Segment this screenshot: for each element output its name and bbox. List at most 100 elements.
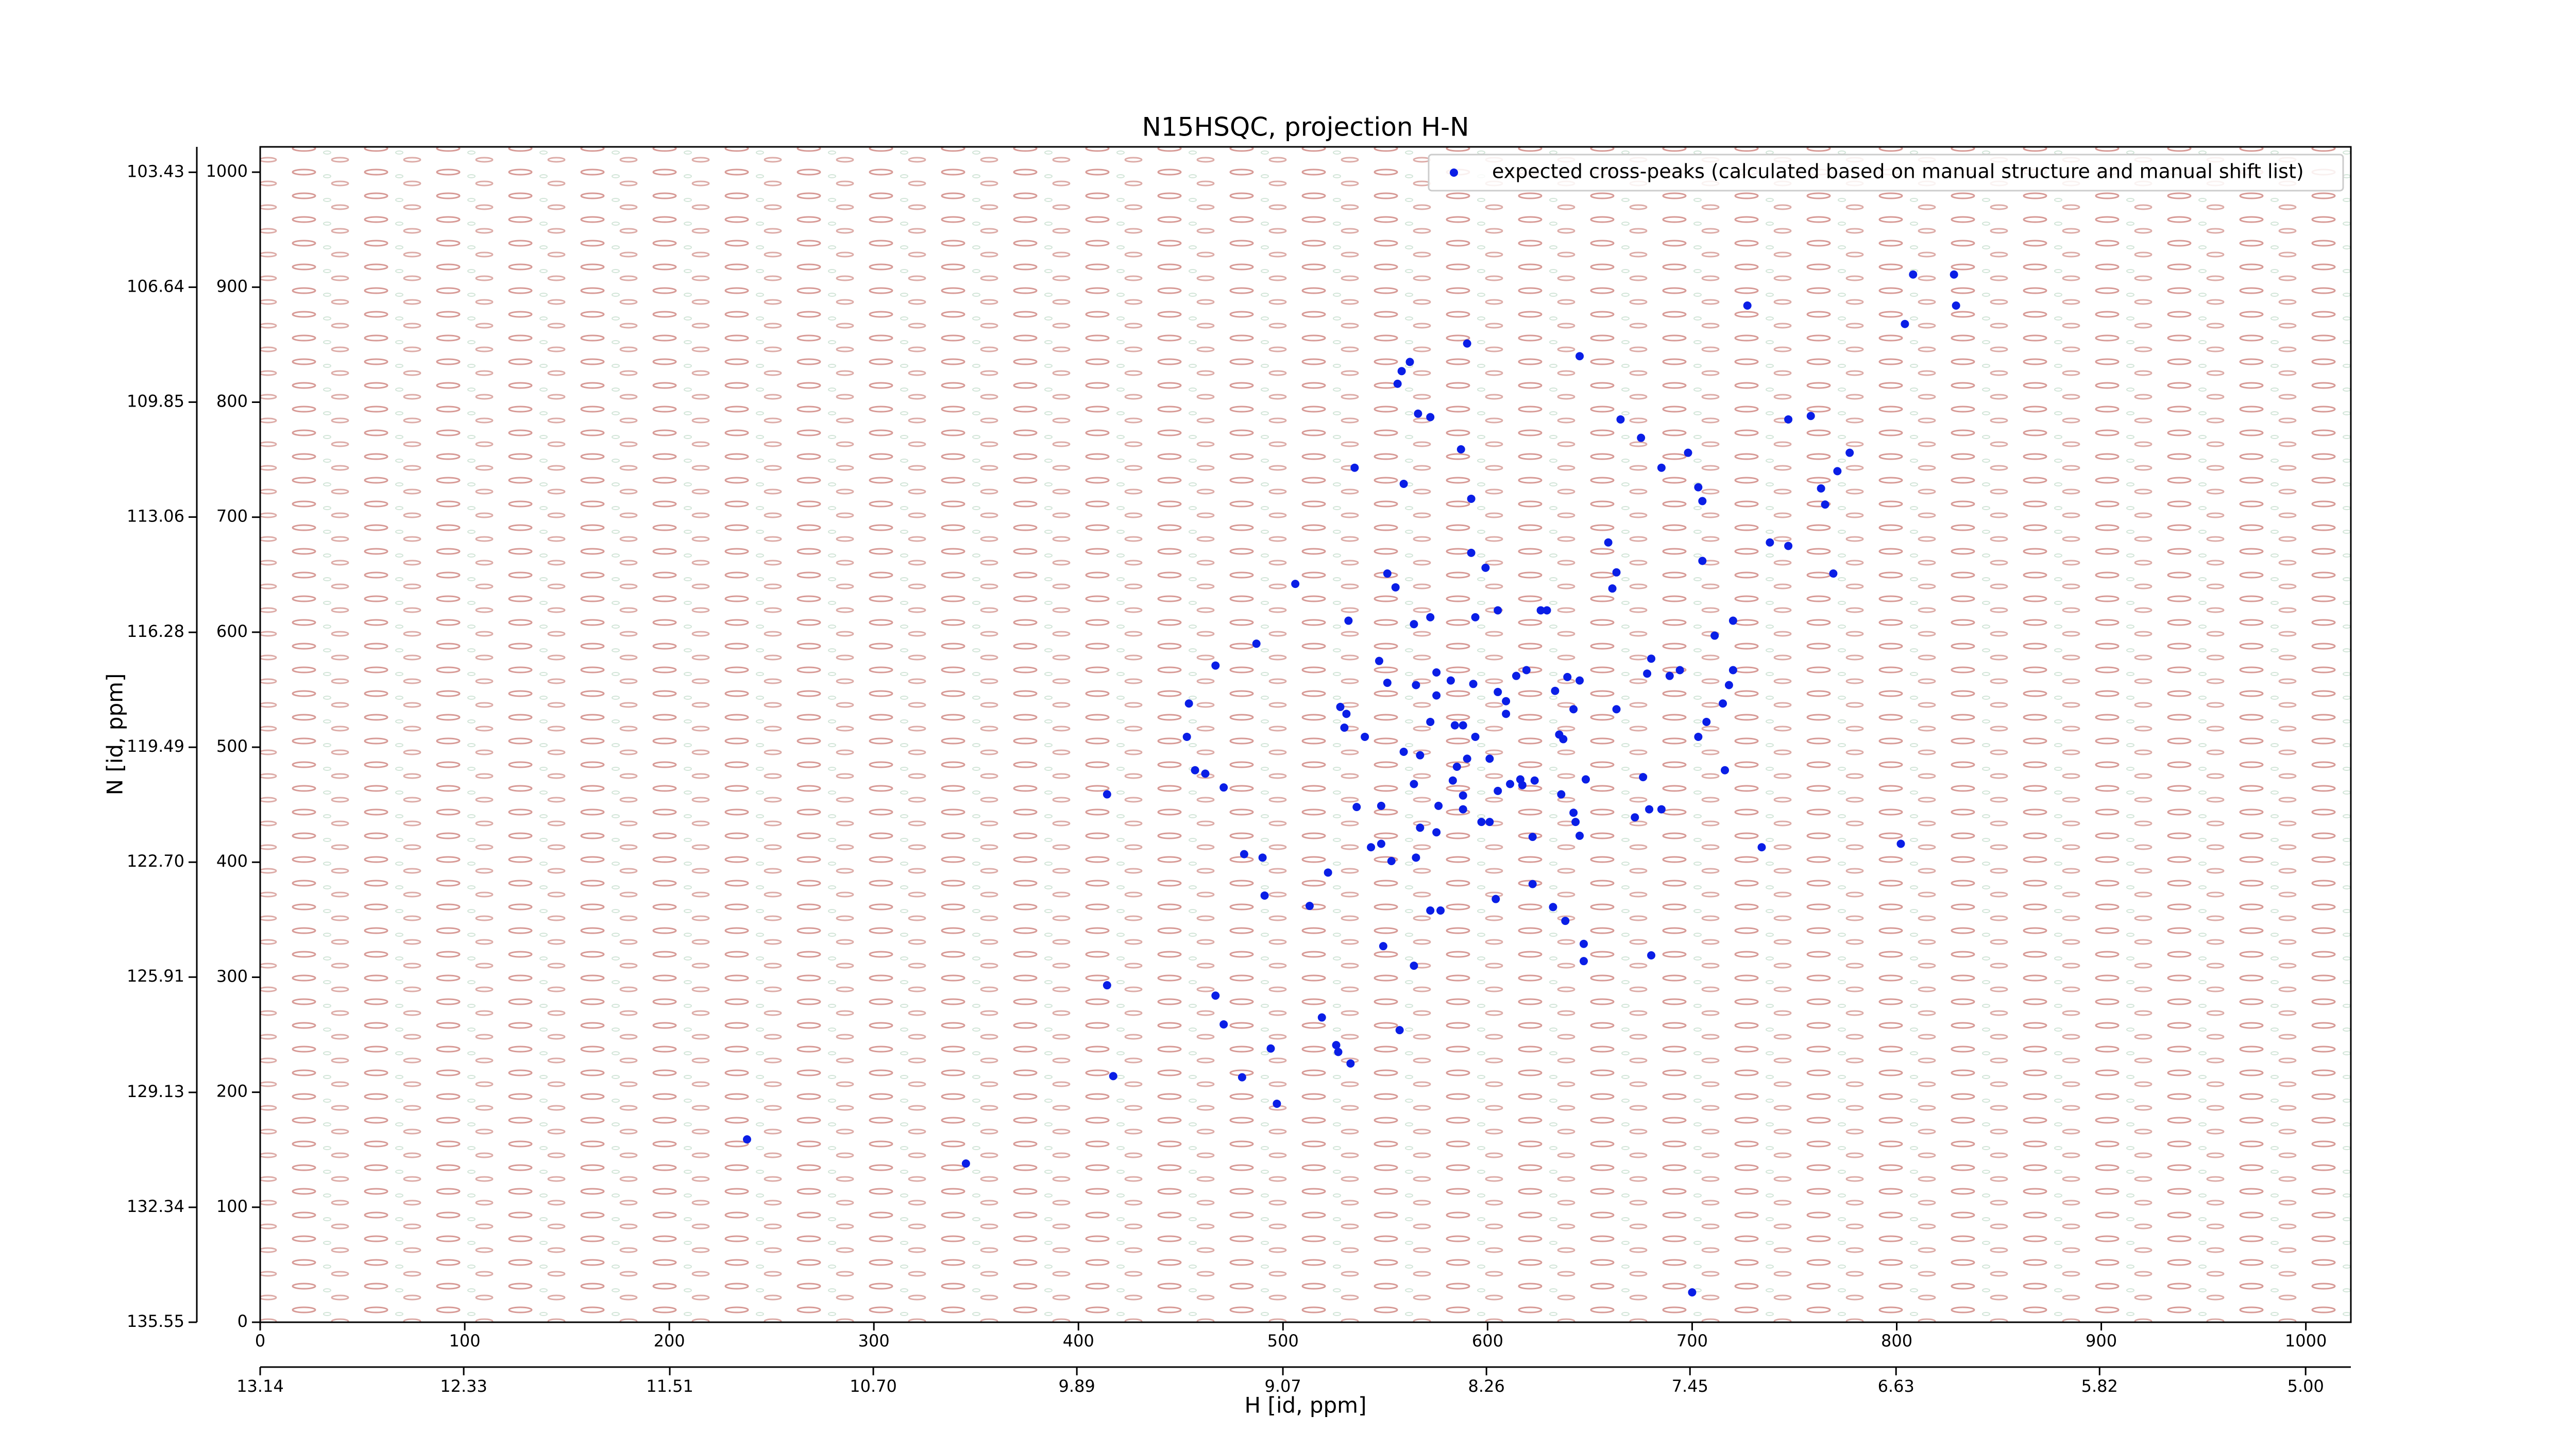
cross-peak xyxy=(1688,1288,1697,1296)
cross-peak xyxy=(1492,895,1500,903)
legend-box xyxy=(1428,154,2344,192)
plot-frame xyxy=(259,146,2352,1323)
x2-tick-label: 10.70 xyxy=(850,1376,897,1396)
cross-peak xyxy=(1273,1099,1281,1108)
cross-peak xyxy=(1561,917,1570,925)
cross-peak xyxy=(1702,717,1711,726)
x-tick-label: 1000 xyxy=(2285,1331,2327,1351)
cross-peak xyxy=(1506,780,1515,788)
cross-peak xyxy=(1743,301,1752,310)
cross-peak xyxy=(1569,705,1578,714)
x2-tick-label: 8.26 xyxy=(1468,1376,1505,1396)
cross-peak xyxy=(1340,723,1349,732)
cross-peak xyxy=(1383,679,1392,687)
cross-peak xyxy=(1252,639,1261,648)
cross-peak xyxy=(1604,538,1613,547)
cross-peak xyxy=(1467,494,1476,503)
legend-marker xyxy=(1450,169,1458,177)
cross-peak xyxy=(1291,580,1300,588)
cross-peak xyxy=(961,1159,970,1168)
cross-peak xyxy=(1518,781,1527,789)
cross-peak xyxy=(1463,339,1471,348)
cross-peak xyxy=(1543,606,1551,615)
cross-peak xyxy=(1379,942,1387,951)
y-tick-label: 500 xyxy=(216,736,248,756)
x-tick-label: 800 xyxy=(1881,1331,1912,1351)
y2-tick-label: 129.13 xyxy=(127,1082,184,1101)
cross-peak xyxy=(1494,786,1502,795)
cross-peak xyxy=(1109,1072,1117,1081)
cross-peak xyxy=(1784,415,1793,424)
cross-peak xyxy=(743,1135,752,1144)
cross-peak xyxy=(1477,818,1486,827)
cross-peak xyxy=(1698,497,1707,506)
cross-peak xyxy=(1698,557,1707,565)
cross-peak xyxy=(1336,702,1345,711)
x-tick-label: 100 xyxy=(449,1331,481,1351)
x2-tick-label: 6.63 xyxy=(1878,1376,1914,1396)
cross-peak xyxy=(1469,680,1478,688)
cross-peak xyxy=(1530,776,1539,785)
cross-peak xyxy=(1463,754,1471,763)
cross-peak xyxy=(1665,671,1674,680)
x-tick-label: 500 xyxy=(1267,1331,1299,1351)
cross-peak xyxy=(1657,805,1666,814)
cross-peak xyxy=(1806,412,1815,420)
x-tick-label: 400 xyxy=(1063,1331,1094,1351)
cross-peak xyxy=(1414,409,1422,418)
cross-peak xyxy=(1416,823,1425,832)
cross-peak xyxy=(1305,902,1314,911)
cross-peak xyxy=(1694,732,1703,741)
y2-tick-label: 132.34 xyxy=(127,1197,184,1216)
cross-peak xyxy=(1551,686,1560,695)
cross-peak xyxy=(1391,583,1400,592)
cross-peak xyxy=(1410,962,1418,970)
cross-peak xyxy=(1694,483,1703,492)
cross-peak xyxy=(1456,445,1465,453)
cross-peak xyxy=(1211,661,1220,670)
y-axis-label: N [id, ppm] xyxy=(103,673,128,796)
cross-peak xyxy=(1446,676,1455,685)
cross-peak xyxy=(1817,484,1825,493)
cross-peak xyxy=(1728,666,1737,675)
cross-peak xyxy=(1383,569,1392,578)
cross-peak xyxy=(1528,880,1537,888)
cross-peak xyxy=(1616,415,1625,424)
cross-peak xyxy=(1719,699,1727,708)
cross-peak xyxy=(1452,762,1461,771)
cross-peak xyxy=(1845,448,1854,457)
cross-peak xyxy=(1332,1041,1341,1050)
cross-peak xyxy=(1724,681,1733,689)
cross-peak xyxy=(1467,548,1476,557)
cross-peak xyxy=(1608,584,1617,593)
cross-peak xyxy=(1757,843,1766,852)
cross-peak xyxy=(1710,631,1719,640)
cross-peak xyxy=(1432,828,1441,837)
cross-peak xyxy=(1494,606,1502,615)
y-tick-label: 300 xyxy=(216,966,248,986)
cross-peak xyxy=(1909,270,1918,279)
x2-tick-label: 7.45 xyxy=(1672,1376,1708,1396)
cross-peak xyxy=(1397,367,1406,376)
cross-peak xyxy=(1426,613,1435,621)
y-tick-label: 900 xyxy=(216,276,248,296)
legend-label: expected cross-peaks (calculated based o… xyxy=(1492,160,2304,183)
cross-peak xyxy=(1901,319,1909,328)
cross-peak xyxy=(1317,1013,1326,1022)
cross-peak xyxy=(1952,301,1960,310)
cross-peak xyxy=(1436,906,1445,915)
y-tick-label: 0 xyxy=(238,1311,248,1331)
cross-peak xyxy=(1571,818,1580,827)
cross-peak xyxy=(1563,672,1572,681)
x2-tick-label: 9.07 xyxy=(1264,1376,1301,1396)
cross-peak xyxy=(1450,721,1459,730)
y-tick-label: 200 xyxy=(216,1082,248,1101)
cross-peak xyxy=(1829,569,1838,578)
x2-tick-label: 9.89 xyxy=(1059,1376,1095,1396)
contour-texture xyxy=(260,147,2351,1322)
cross-peak xyxy=(1657,463,1666,472)
cross-peak xyxy=(1612,705,1621,714)
cross-peak xyxy=(1219,783,1228,792)
cross-peak xyxy=(1416,751,1425,760)
cross-peak xyxy=(1485,754,1494,763)
